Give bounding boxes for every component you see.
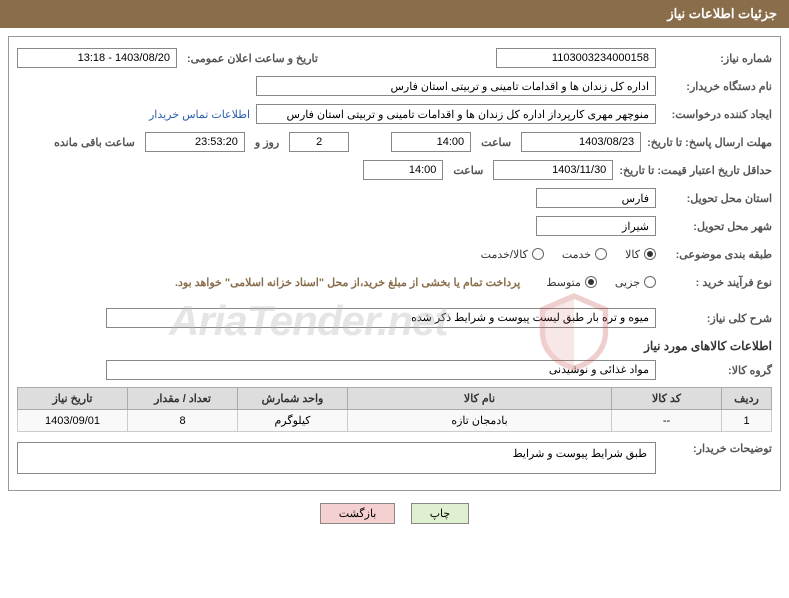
radio-medium[interactable]: متوسط [546,276,597,289]
th-name: نام کالا [348,388,612,410]
contact-link[interactable]: اطلاعات تماس خریدار [149,108,250,121]
city-field: شیراز [536,216,656,236]
td-qty: 8 [128,410,238,432]
print-button[interactable]: چاپ [411,503,470,524]
category-radio-group: کالا خدمت کالا/خدمت [481,248,656,261]
page-title: جزئیات اطلاعات نیاز [667,6,777,21]
countdown-field: 23:53:20 [145,132,245,152]
th-unit: واحد شمارش [238,388,348,410]
td-unit: کیلوگرم [238,410,348,432]
validity-label: حداقل تاریخ اعتبار قیمت: تا تاریخ: [619,164,772,177]
radio-goods[interactable]: کالا [625,248,656,261]
requester-field: منوچهر مهری کارپرداز اداره کل زندان ها و… [256,104,656,124]
page-header: جزئیات اطلاعات نیاز [0,0,789,28]
th-qty: تعداد / مقدار [128,388,238,410]
th-code: کد کالا [612,388,722,410]
radio-icon [532,248,544,260]
back-button[interactable]: بازگشت [320,503,396,524]
days-field: 2 [289,132,349,152]
buyer-notes-label: توضیحات خریدار: [662,442,772,455]
td-code: -- [612,410,722,432]
desc-field: میوه و تره بار طبق لیست پیوست و شرایط ذک… [106,308,656,328]
desc-label: شرح کلی نیاز: [662,312,772,325]
td-row: 1 [722,410,772,432]
process-note: پرداخت تمام یا بخشی از مبلغ خرید،از محل … [175,276,520,289]
validity-date-field: 1403/11/30 [493,160,613,180]
main-panel: AriaTender.net شماره نیاز: 1103003234000… [8,36,781,491]
radio-icon [585,276,597,288]
city-label: شهر محل تحویل: [662,220,772,233]
time-label-1: ساعت [481,136,511,149]
group-field: مواد غذائی و نوشیدنی [106,360,656,380]
deadline-date-field: 1403/08/23 [521,132,641,152]
table-row: 1 -- بادمجان تازه کیلوگرم 8 1403/09/01 [18,410,772,432]
process-radio-group: جزیی متوسط [546,276,656,289]
radio-service[interactable]: خدمت [562,248,607,261]
radio-icon [644,248,656,260]
radio-icon [595,248,607,260]
announce-field: 1403/08/20 - 13:18 [17,48,177,68]
radio-both[interactable]: کالا/خدمت [481,248,544,261]
radio-partial[interactable]: جزیی [615,276,656,289]
td-name: بادمجان تازه [348,410,612,432]
th-row: ردیف [722,388,772,410]
province-field: فارس [536,188,656,208]
province-label: استان محل تحویل: [662,192,772,205]
category-label: طبقه بندی موضوعی: [662,248,772,261]
goods-info-title: اطلاعات کالاهای مورد نیاز [17,339,772,353]
th-date: تاریخ نیاز [18,388,128,410]
org-field: اداره کل زندان ها و اقدامات تامینی و ترب… [256,76,656,96]
org-label: نام دستگاه خریدار: [662,80,772,93]
radio-icon [644,276,656,288]
table-header-row: ردیف کد کالا نام کالا واحد شمارش تعداد /… [18,388,772,410]
deadline-time-field: 14:00 [391,132,471,152]
time-label-2: ساعت [453,164,483,177]
deadline-label: مهلت ارسال پاسخ: تا تاریخ: [647,136,772,149]
validity-time-field: 14:00 [363,160,443,180]
need-no-field: 1103003234000158 [496,48,656,68]
need-no-label: شماره نیاز: [662,52,772,65]
group-label: گروه کالا: [662,364,772,377]
remaining-label: ساعت باقی مانده [54,136,135,149]
goods-table: ردیف کد کالا نام کالا واحد شمارش تعداد /… [17,387,772,432]
process-label: نوع فرآیند خرید : [662,276,772,289]
requester-label: ایجاد کننده درخواست: [662,108,772,121]
days-and-label: روز و [255,136,279,149]
announce-label: تاریخ و ساعت اعلان عمومی: [187,52,318,65]
td-date: 1403/09/01 [18,410,128,432]
buyer-notes-field: طبق شرایط پیوست و شرایط [17,442,656,474]
button-bar: چاپ بازگشت [0,503,789,524]
